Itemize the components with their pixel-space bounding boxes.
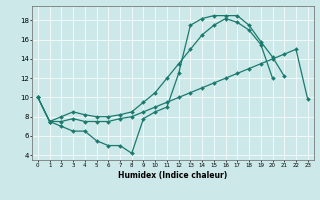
X-axis label: Humidex (Indice chaleur): Humidex (Indice chaleur): [118, 171, 228, 180]
